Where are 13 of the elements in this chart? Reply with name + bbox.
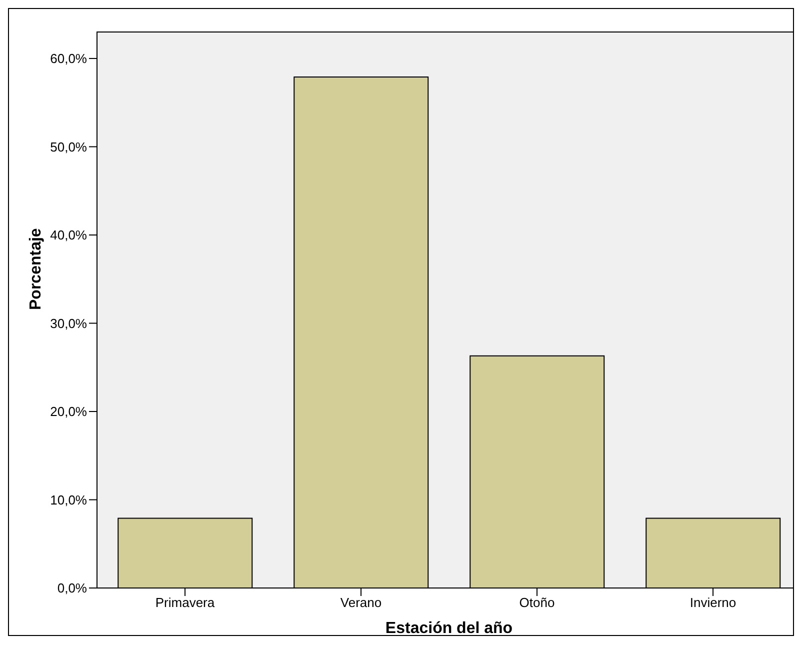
y-axis-title: Porcentaje: [28, 228, 45, 310]
x-tick-label: Invierno: [690, 595, 736, 610]
y-tick-label: 0,0%: [57, 580, 88, 596]
y-tick-label: 60,0%: [50, 51, 88, 66]
y-tick-label: 50,0%: [50, 139, 88, 154]
y-tick-label: 10,0%: [50, 492, 88, 508]
y-tick-label: 20,0%: [50, 404, 88, 420]
y-tick-label: 40,0%: [50, 228, 88, 243]
x-axis-title: Estación del año: [385, 620, 513, 637]
x-tick-label: Verano: [340, 595, 382, 610]
y-tick-label: 30,0%: [50, 316, 88, 331]
x-tick-label: Otoño: [519, 595, 555, 610]
x-tick-label: Primavera: [155, 595, 216, 610]
